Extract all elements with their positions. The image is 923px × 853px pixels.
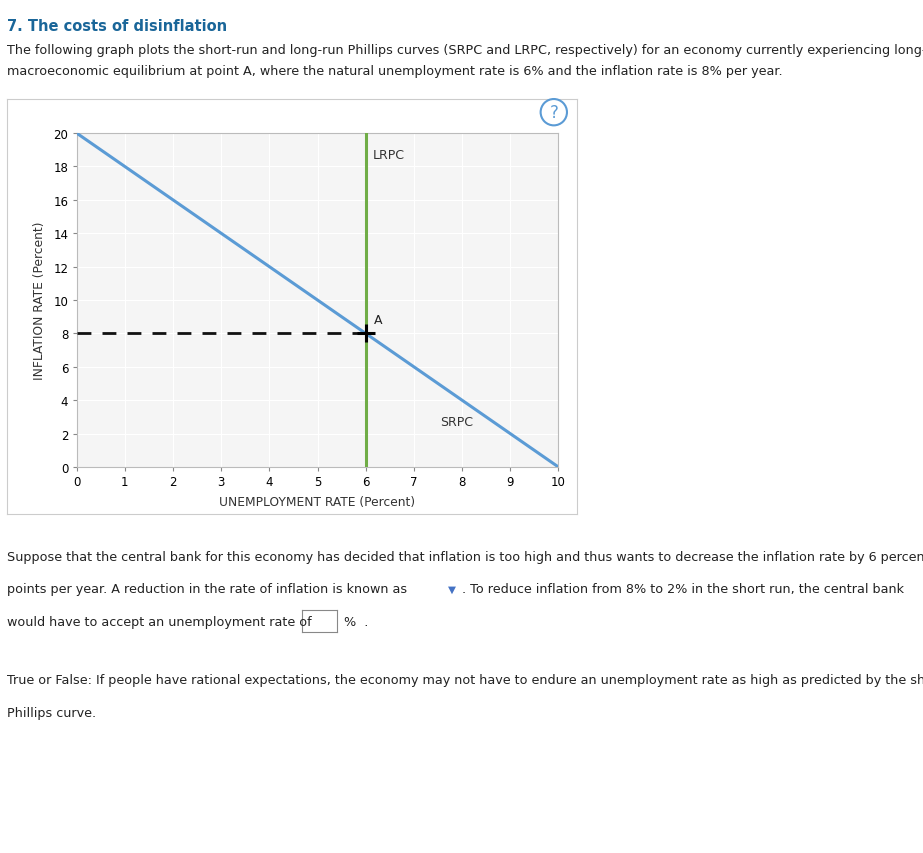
Text: would have to accept an unemployment rate of: would have to accept an unemployment rat… [7,615,312,628]
Text: A: A [375,314,383,327]
Text: %  .: % . [344,615,368,628]
Text: Suppose that the central bank for this economy has decided that inflation is too: Suppose that the central bank for this e… [7,550,923,563]
Text: SRPC: SRPC [440,415,473,429]
Text: 7. The costs of disinflation: 7. The costs of disinflation [7,19,227,34]
Text: . To reduce inflation from 8% to 2% in the short run, the central bank: . To reduce inflation from 8% to 2% in t… [462,583,904,595]
Text: macroeconomic equilibrium at point A, where the natural unemployment rate is 6% : macroeconomic equilibrium at point A, wh… [7,65,783,78]
Text: points per year. A reduction in the rate of inflation is known as: points per year. A reduction in the rate… [7,583,408,595]
Text: True or False: If people have rational expectations, the economy may not have to: True or False: If people have rational e… [7,673,923,687]
X-axis label: UNEMPLOYMENT RATE (Percent): UNEMPLOYMENT RATE (Percent) [220,496,415,508]
Text: ▼: ▼ [448,584,456,595]
Text: Phillips curve.: Phillips curve. [7,705,97,719]
Text: ?: ? [549,104,558,122]
Text: LRPC: LRPC [373,149,405,162]
Y-axis label: INFLATION RATE (Percent): INFLATION RATE (Percent) [33,222,46,380]
Text: The following graph plots the short-run and long-run Phillips curves (SRPC and L: The following graph plots the short-run … [7,44,923,57]
